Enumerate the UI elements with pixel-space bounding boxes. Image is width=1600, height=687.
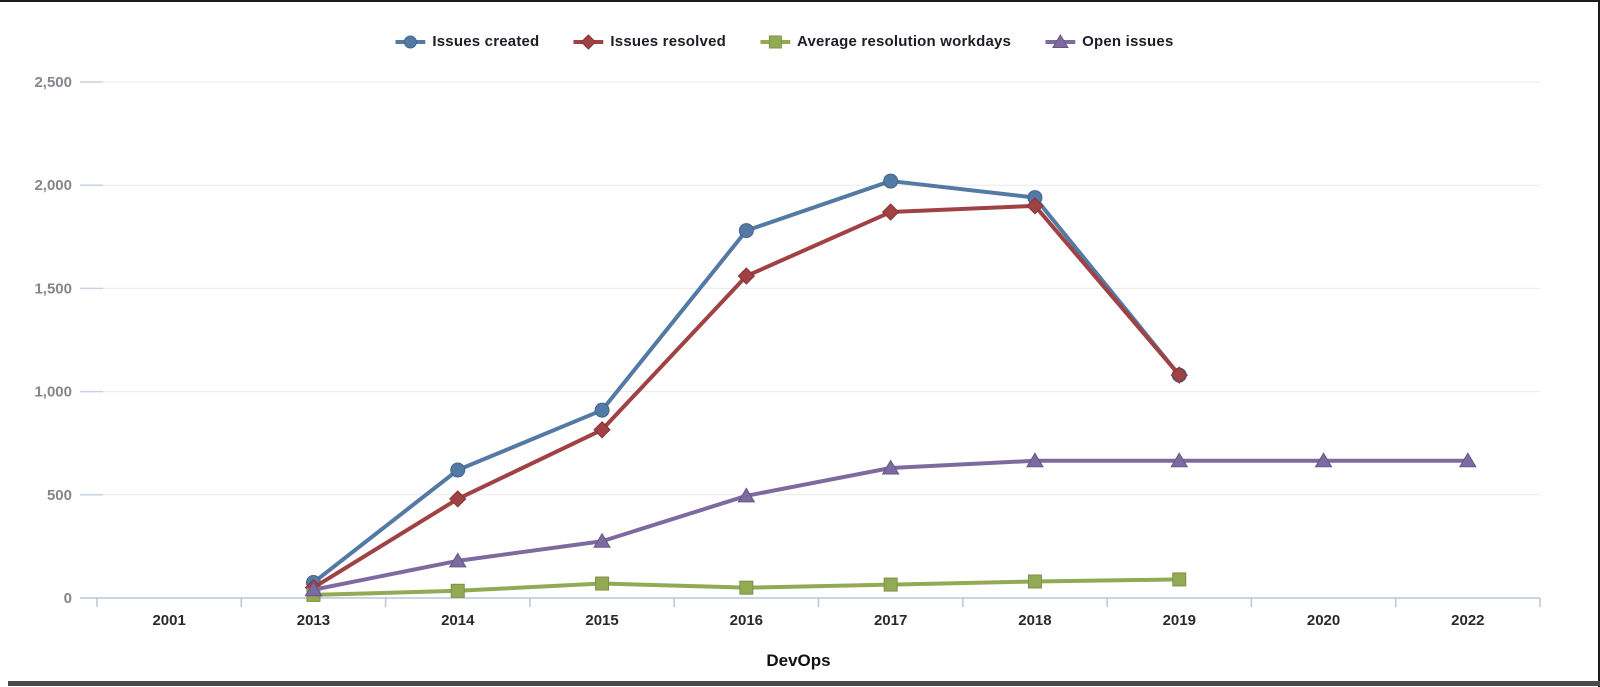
marker-issues-resolved [1026, 197, 1044, 215]
x-tick-label-2018: 2018 [1018, 612, 1051, 629]
legend-item-issues-resolved[interactable]: Issues resolved [573, 33, 726, 50]
marker-open-issues [881, 459, 900, 475]
legend-label: Issues resolved [610, 33, 726, 50]
marker-average-resolution-workdays [595, 576, 610, 591]
marker-open-issues [1458, 452, 1477, 468]
marker-issues-resolved [737, 267, 756, 285]
marker-issues-resolved [1170, 366, 1188, 384]
marker-issues-created [594, 402, 610, 418]
marker-issues-created [738, 223, 754, 239]
legend-item-issues-created[interactable]: Issues created [395, 33, 539, 50]
y-tick-label: 0 [64, 590, 72, 607]
marker-issues-resolved [881, 203, 900, 221]
marker-issues-resolved [449, 490, 467, 508]
x-tick-label-2017: 2017 [874, 612, 907, 629]
y-tick-label: 1,500 [34, 280, 72, 297]
marker-open-issues [1314, 452, 1333, 468]
marker-open-issues [1026, 452, 1044, 468]
marker-average-resolution-workdays [1172, 572, 1187, 587]
window-right-border [1598, 0, 1600, 687]
marker-average-resolution-workdays [450, 583, 465, 598]
marker-open-issues [448, 552, 467, 568]
marker-open-issues [1170, 452, 1189, 468]
legend-label: Open issues [1082, 33, 1174, 50]
chart-legend: Issues created Issues resolved Average res… [395, 33, 1173, 50]
marker-average-resolution-workdays [739, 580, 754, 595]
y-tick-label: 500 [47, 487, 72, 504]
marker-open-issues [304, 581, 323, 597]
average-resolution-workdays-legend-marker-icon [759, 35, 790, 48]
legend-label: Issues created [432, 33, 540, 50]
y-tick-label: 2,500 [34, 74, 72, 91]
issues-resolved-legend-marker-icon [573, 33, 604, 50]
x-tick-label-2013: 2013 [297, 612, 330, 629]
series-line-open-issues [311, 458, 1470, 592]
x-tick-label-2020: 2020 [1307, 612, 1340, 629]
x-tick-label-2016: 2016 [730, 612, 763, 629]
legend-item-open-issues[interactable]: Open issues [1045, 33, 1173, 50]
window-bottom-bar [8, 681, 1600, 686]
marker-open-issues [593, 532, 611, 548]
y-tick-label: 2,000 [34, 177, 72, 194]
marker-average-resolution-workdays [883, 577, 898, 592]
legend-item-average-resolution-workdays[interactable]: Average resolution workdays [759, 33, 1012, 50]
y-tick-label: 1,000 [34, 384, 72, 401]
x-tick-label-2001: 2001 [152, 612, 185, 629]
series-line-issues-resolved [311, 203, 1182, 590]
issues-created-legend-marker-icon [395, 35, 426, 48]
series-line-issues-created [311, 179, 1182, 585]
marker-average-resolution-workdays [1027, 574, 1042, 589]
open-issues-legend-marker-icon [1045, 33, 1076, 48]
legend-label: Average resolution workdays [796, 33, 1012, 50]
x-tick-label-2019: 2019 [1163, 612, 1196, 629]
marker-issues-created [450, 462, 466, 478]
x-tick-label-2015: 2015 [585, 612, 618, 629]
window-top-border [0, 0, 1600, 2]
marker-issues-resolved [593, 421, 611, 439]
x-tick-label-2014: 2014 [441, 612, 475, 629]
marker-open-issues [737, 487, 756, 503]
x-axis-title: DevOps [766, 651, 830, 670]
x-tick-label-2022: 2022 [1451, 612, 1484, 629]
marker-issues-created [883, 173, 899, 189]
